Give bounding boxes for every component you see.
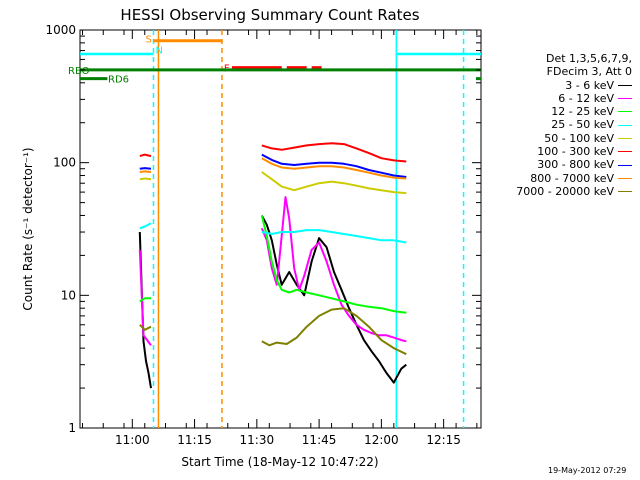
legend-swatch (618, 84, 632, 86)
series-line-5-0 (139, 153, 152, 158)
series-line-8-0 (139, 324, 152, 331)
legend-swatch (618, 111, 632, 113)
series-line-2-1 (260, 215, 407, 314)
y-tick-label: 1 (68, 421, 76, 435)
legend-header-line-1: Det 1,3,5,6,7,9, (545, 52, 632, 65)
plot-frame (79, 29, 482, 429)
chart-title: HESSI Observing Summary Count Rates (120, 6, 419, 24)
timestamp: 19-May-2012 07:29 (548, 466, 627, 475)
legend-entry: 300 - 800 keV (482, 158, 632, 171)
series-line-1-1 (260, 196, 407, 343)
series-line-7-1 (261, 157, 407, 180)
legend-label: 50 - 100 keV (544, 131, 614, 145)
x-tick-label: 11:45 (302, 433, 337, 447)
series-line-4-0 (139, 177, 152, 181)
legend-entry: 800 - 7000 keV (482, 172, 632, 185)
x-axis-label: Start Time (18-May-12 10:47:22) (181, 455, 378, 469)
legend-entry: 100 - 300 keV (482, 145, 632, 158)
x-tick-label: 12:00 (364, 433, 399, 447)
legend-swatch (618, 164, 632, 166)
series-line-6-0 (139, 167, 152, 170)
series-line-7-0 (139, 170, 152, 173)
series-line-5-1 (261, 142, 407, 163)
legend-swatch (618, 137, 632, 139)
legend-label: 7000 - 20000 keV (516, 184, 614, 198)
legend-swatch (618, 98, 632, 100)
legend-swatch (618, 124, 632, 126)
legend-entry: 3 - 6 keV (482, 79, 632, 92)
legend-entry: 50 - 100 keV (482, 132, 632, 145)
legend-label: 300 - 800 keV (537, 158, 614, 172)
legend-entry: 6 - 12 keV (482, 92, 632, 105)
series-line-1-0 (138, 249, 152, 346)
flag-bars: SNFRBORD6 (68, 35, 481, 86)
legend-label: 800 - 7000 keV (530, 171, 614, 185)
legend-label: 12 - 25 keV (551, 105, 614, 119)
legend-label: 100 - 300 keV (537, 145, 614, 159)
series-group (138, 142, 407, 389)
legend-entry: 7000 - 20000 keV (482, 185, 632, 198)
x-axis: 11:00 11:15 11:30 11:45 12:00 12:15 (81, 30, 478, 447)
flag-label-s: S (145, 35, 151, 46)
x-tick-label: 11:00 (115, 433, 150, 447)
series-line-2-0 (139, 297, 151, 303)
series-line-0-1 (260, 215, 407, 384)
legend-label: 6 - 12 keV (558, 91, 614, 105)
y-axis-label: Count Rate (s⁻¹ detector⁻¹) (21, 147, 35, 310)
series-line-8-1 (261, 307, 407, 356)
x-tick-label: 11:15 (177, 433, 212, 447)
legend-entries: 3 - 6 keV 6 - 12 keV 12 - 25 keV 25 - 50 ke… (482, 79, 632, 199)
legend-entry: 12 - 25 keV (482, 105, 632, 118)
flag-label-rd6: RD6 (108, 75, 129, 86)
legend-swatch (618, 151, 632, 153)
legend: Det 1,3,5,6,7,9, FDecim 3, Att 0 3 - 6 k… (482, 52, 632, 198)
series-line-6-1 (261, 153, 407, 178)
legend-swatch (618, 191, 632, 193)
x-tick-label: 12:15 (426, 433, 461, 447)
series-line-3-0 (139, 222, 152, 230)
flag-label-n: N (155, 46, 162, 57)
y-tick-label: 10 (61, 288, 76, 302)
series-line-4-1 (261, 171, 407, 195)
x-tick-label: 11:30 (240, 433, 275, 447)
y-tick-label: 100 (53, 156, 76, 170)
legend-label: 3 - 6 keV (565, 78, 614, 92)
series-line-3-1 (261, 229, 407, 244)
legend-label: 25 - 50 keV (551, 118, 614, 132)
y-axis: 1 10 100 1000 (45, 23, 481, 435)
legend-header-line-2: FDecim 3, Att 0 (546, 65, 632, 79)
flag-label-rbo: RBO (68, 66, 90, 77)
vertical-markers (152, 30, 465, 428)
legend-swatch (618, 177, 632, 179)
legend-entry: 25 - 50 keV (482, 118, 632, 131)
y-tick-label: 1000 (45, 23, 76, 37)
